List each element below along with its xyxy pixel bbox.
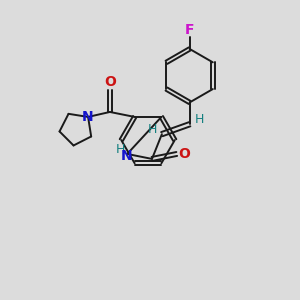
Text: H: H	[147, 123, 157, 136]
Text: N: N	[81, 110, 93, 124]
Text: H: H	[195, 113, 204, 126]
Text: F: F	[185, 23, 194, 37]
Text: H: H	[116, 142, 125, 155]
Text: O: O	[104, 75, 116, 89]
Text: O: O	[179, 147, 190, 161]
Text: N: N	[120, 149, 132, 163]
